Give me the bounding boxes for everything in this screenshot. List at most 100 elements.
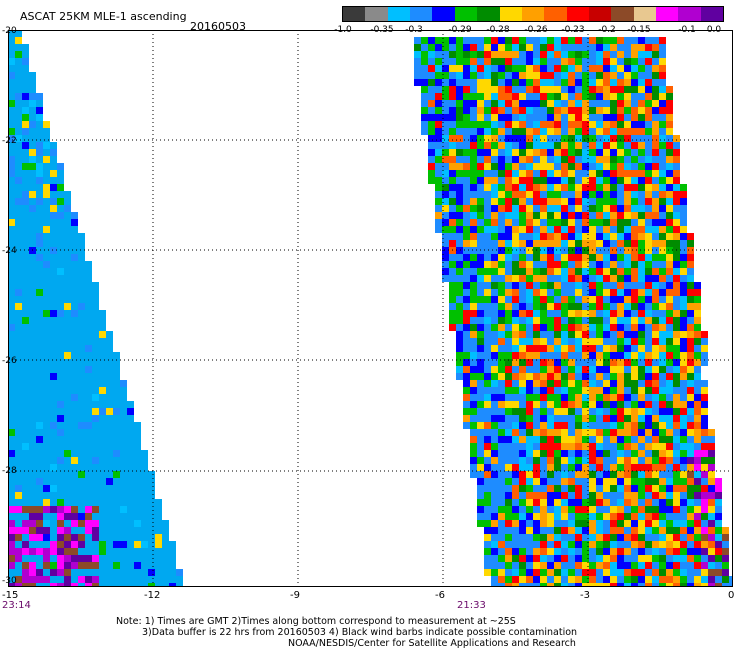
- wind-cell: [36, 331, 43, 338]
- wind-cell: [456, 65, 463, 72]
- wind-cell: [645, 212, 652, 219]
- wind-cell: [43, 548, 50, 555]
- wind-cell: [610, 373, 617, 380]
- wind-cell: [29, 366, 36, 373]
- wind-cell: [624, 436, 631, 443]
- wind-cell: [435, 226, 442, 233]
- wind-cell: [582, 513, 589, 520]
- wind-cell: [92, 457, 99, 464]
- wind-cell: [512, 457, 519, 464]
- wind-cell: [484, 415, 491, 422]
- wind-cell: [659, 506, 666, 513]
- wind-cell: [106, 373, 113, 380]
- wind-cell: [120, 485, 127, 492]
- wind-cell: [484, 359, 491, 366]
- wind-cell: [43, 303, 50, 310]
- wind-cell: [610, 233, 617, 240]
- wind-cell: [491, 527, 498, 534]
- wind-cell: [519, 506, 526, 513]
- wind-cell: [547, 93, 554, 100]
- wind-cell: [106, 345, 113, 352]
- wind-cell: [498, 422, 505, 429]
- wind-cell: [631, 51, 638, 58]
- wind-cell: [624, 261, 631, 268]
- wind-cell: [638, 562, 645, 569]
- wind-cell: [106, 569, 113, 576]
- wind-cell: [708, 583, 715, 587]
- wind-cell: [610, 548, 617, 555]
- wind-cell: [694, 366, 701, 373]
- wind-cell: [603, 408, 610, 415]
- wind-cell: [589, 37, 596, 44]
- wind-cell: [8, 520, 15, 527]
- wind-cell: [547, 156, 554, 163]
- wind-cell: [568, 408, 575, 415]
- wind-cell: [43, 380, 50, 387]
- wind-cell: [631, 149, 638, 156]
- wind-cell: [85, 471, 92, 478]
- wind-cell: [701, 534, 708, 541]
- wind-cell: [456, 303, 463, 310]
- wind-cell: [582, 261, 589, 268]
- wind-cell: [568, 261, 575, 268]
- wind-cell: [78, 233, 85, 240]
- wind-cell: [526, 58, 533, 65]
- wind-cell: [477, 352, 484, 359]
- wind-cell: [547, 128, 554, 135]
- wind-cell: [50, 366, 57, 373]
- wind-cell: [15, 478, 22, 485]
- wind-cell: [589, 366, 596, 373]
- wind-cell: [617, 380, 624, 387]
- wind-cell: [575, 499, 582, 506]
- wind-cell: [435, 177, 442, 184]
- wind-cell: [589, 191, 596, 198]
- wind-cell: [484, 338, 491, 345]
- wind-cell: [666, 422, 673, 429]
- wind-cell: [673, 177, 680, 184]
- wind-cell: [36, 261, 43, 268]
- wind-cell: [561, 408, 568, 415]
- wind-cell: [561, 268, 568, 275]
- wind-cell: [575, 142, 582, 149]
- wind-cell: [470, 212, 477, 219]
- wind-cell: [484, 114, 491, 121]
- wind-cell: [71, 478, 78, 485]
- wind-cell: [533, 485, 540, 492]
- wind-cell: [470, 457, 477, 464]
- wind-cell: [603, 205, 610, 212]
- wind-cell: [491, 233, 498, 240]
- wind-cell: [491, 212, 498, 219]
- wind-cell: [505, 58, 512, 65]
- wind-cell: [715, 548, 722, 555]
- wind-cell: [435, 149, 442, 156]
- wind-cell: [617, 387, 624, 394]
- wind-cell: [603, 135, 610, 142]
- wind-cell: [589, 184, 596, 191]
- wind-cell: [589, 534, 596, 541]
- wind-cell: [477, 492, 484, 499]
- wind-cell: [8, 457, 15, 464]
- wind-cell: [71, 436, 78, 443]
- wind-cell: [589, 478, 596, 485]
- wind-cell: [99, 562, 106, 569]
- wind-cell: [610, 429, 617, 436]
- wind-cell: [29, 394, 36, 401]
- wind-cell: [666, 338, 673, 345]
- wind-cell: [22, 422, 29, 429]
- wind-cell: [92, 415, 99, 422]
- wind-cell: [575, 380, 582, 387]
- wind-cell: [652, 247, 659, 254]
- wind-cell: [533, 275, 540, 282]
- wind-cell: [22, 576, 29, 583]
- wind-cell: [64, 436, 71, 443]
- wind-cell: [631, 184, 638, 191]
- wind-cell: [638, 317, 645, 324]
- wind-cell: [519, 247, 526, 254]
- wind-cell: [57, 485, 64, 492]
- wind-cell: [43, 373, 50, 380]
- wind-cell: [477, 478, 484, 485]
- wind-cell: [638, 289, 645, 296]
- wind-cell: [484, 387, 491, 394]
- wind-cell: [498, 135, 505, 142]
- wind-cell: [22, 359, 29, 366]
